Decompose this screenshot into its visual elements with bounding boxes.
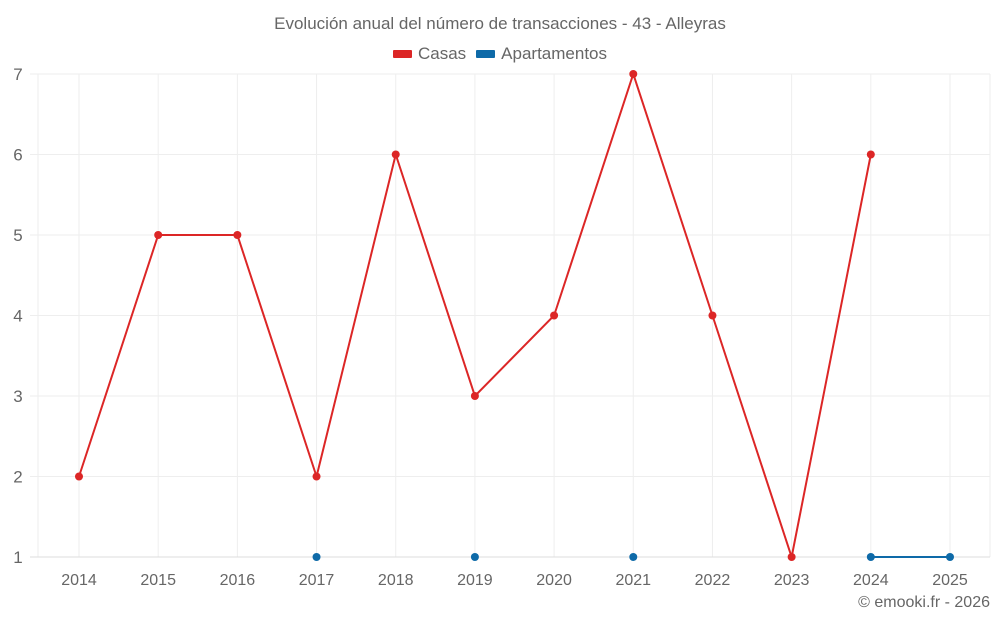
data-point[interactable]: [154, 231, 163, 239]
legend-swatch-apartamentos: [476, 50, 496, 58]
x-tick-label: 2019: [457, 572, 493, 589]
data-point[interactable]: [550, 311, 559, 320]
data-point[interactable]: [946, 553, 954, 561]
data-point[interactable]: [629, 70, 638, 78]
series-casas: [75, 70, 875, 561]
y-tick-label: 4: [13, 307, 22, 326]
y-axis-ticks: 1 2 3 4 5 6 7: [13, 65, 22, 567]
y-tick-label: 7: [13, 65, 22, 84]
data-point[interactable]: [312, 472, 321, 481]
legend-item-casas[interactable]: Casas: [392, 44, 467, 64]
data-point[interactable]: [312, 553, 321, 561]
series-lines: [75, 70, 954, 561]
data-point[interactable]: [470, 553, 479, 561]
legend-label-casas: Casas: [417, 44, 467, 63]
legend-item-apartamentos[interactable]: Apartamentos: [476, 44, 607, 64]
data-point[interactable]: [708, 311, 717, 320]
y-tick-label: 5: [13, 226, 22, 245]
data-point[interactable]: [787, 553, 796, 561]
data-point[interactable]: [391, 150, 400, 159]
chart-title: Evolución anual del número de transaccio…: [274, 14, 726, 33]
y-tick-label: 3: [13, 387, 22, 406]
data-point[interactable]: [233, 231, 242, 239]
series-apartamentos: [312, 553, 954, 561]
credit-text: © emooki.fr - 2026: [858, 594, 990, 611]
x-axis-ticks: 2014 2015 2016 2017 2018 2019 2020 2021 2022 2023…: [61, 572, 968, 589]
data-point[interactable]: [866, 553, 875, 561]
x-tick-label: 2025: [932, 572, 968, 589]
x-tick-label: 2016: [220, 572, 256, 589]
y-tick-label: 1: [13, 548, 22, 567]
x-tick-label: 2020: [536, 572, 572, 589]
x-tick-label: 2023: [774, 572, 810, 589]
x-tick-label: 2017: [299, 572, 335, 589]
legend: Casas Apartamentos: [0, 44, 1000, 64]
x-tick-label: 2014: [61, 572, 97, 589]
legend-swatch-casas: [392, 50, 412, 58]
data-point[interactable]: [866, 150, 875, 159]
x-tick-label: 2015: [140, 572, 176, 589]
x-tick-label: 2024: [853, 572, 889, 589]
data-point[interactable]: [75, 472, 83, 481]
data-point[interactable]: [470, 392, 479, 400]
data-point[interactable]: [629, 553, 638, 561]
legend-label-apartamentos: Apartamentos: [501, 44, 608, 63]
y-tick-label: 6: [13, 146, 22, 165]
x-tick-label: 2021: [615, 572, 651, 589]
y-tick-label: 2: [13, 468, 22, 487]
x-tick-label: 2018: [378, 572, 414, 589]
x-tick-label: 2022: [695, 572, 731, 589]
grid-lines: [30, 73, 991, 558]
